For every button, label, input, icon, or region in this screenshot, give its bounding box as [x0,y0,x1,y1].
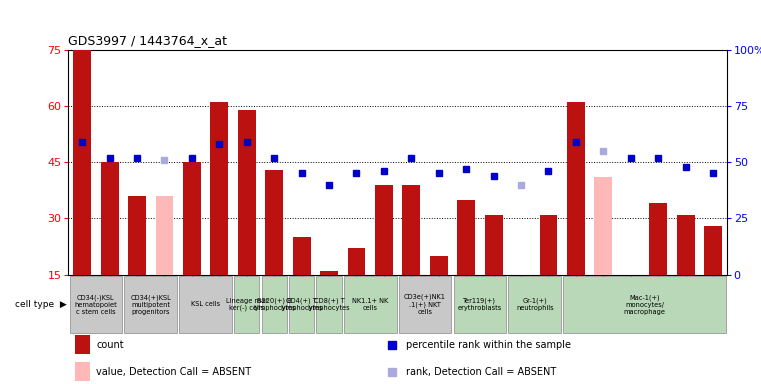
Bar [320,271,338,275]
Bar [238,110,256,275]
Bar [75,335,90,354]
Bar [73,50,91,275]
Bar [289,276,314,333]
Bar [457,200,475,275]
Bar [540,215,557,275]
Bar [508,276,561,333]
Text: Ter119(+)
erythroblasts: Ter119(+) erythroblasts [458,298,502,311]
Text: B220(+) B
lymphocytes: B220(+) B lymphocytes [253,298,295,311]
Bar [128,196,146,275]
Bar [266,170,283,275]
Bar [348,248,365,275]
Bar [69,276,123,333]
Text: cell type  ▶: cell type ▶ [14,300,66,309]
Bar [430,256,447,275]
Text: Mac-1(+)
monocytes/
macrophage: Mac-1(+) monocytes/ macrophage [623,294,665,314]
Text: percentile rank within the sample: percentile rank within the sample [406,339,571,349]
Bar [262,276,287,333]
Bar [399,276,451,333]
Bar [100,162,119,275]
Text: rank, Detection Call = ABSENT: rank, Detection Call = ABSENT [406,366,556,377]
Bar [563,276,726,333]
Text: GDS3997 / 1443764_x_at: GDS3997 / 1443764_x_at [68,34,228,47]
Text: count: count [96,339,124,349]
Bar [180,276,232,333]
Text: value, Detection Call = ABSENT: value, Detection Call = ABSENT [96,366,251,377]
Text: Gr-1(+)
neutrophils: Gr-1(+) neutrophils [516,298,553,311]
Bar [403,185,420,275]
Bar [293,237,310,275]
Bar [594,177,613,275]
Text: CD34(+)KSL
multipotent
progenitors: CD34(+)KSL multipotent progenitors [130,294,171,314]
Bar [183,162,201,275]
Text: Lineage mar
ker(-) cells: Lineage mar ker(-) cells [226,298,268,311]
Bar [704,226,722,275]
Bar [454,276,506,333]
Text: KSL cells: KSL cells [191,301,220,307]
Bar [485,215,502,275]
Bar [567,103,584,275]
Text: CD4(+) T
lymphocytes: CD4(+) T lymphocytes [280,298,323,311]
Bar [234,276,260,333]
Bar [125,276,177,333]
Bar [211,103,228,275]
Text: CD34(-)KSL
hematopoiet
c stem cells: CD34(-)KSL hematopoiet c stem cells [75,294,117,314]
Text: CD3e(+)NK1
.1(+) NKT
cells: CD3e(+)NK1 .1(+) NKT cells [404,294,446,315]
Bar [375,185,393,275]
Bar [649,204,667,275]
Bar [75,362,90,381]
Bar [677,215,695,275]
Bar [344,276,396,333]
Bar [155,196,174,275]
Bar [317,276,342,333]
Text: CD8(+) T
lymphocytes: CD8(+) T lymphocytes [307,298,350,311]
Text: NK1.1+ NK
cells: NK1.1+ NK cells [352,298,388,311]
